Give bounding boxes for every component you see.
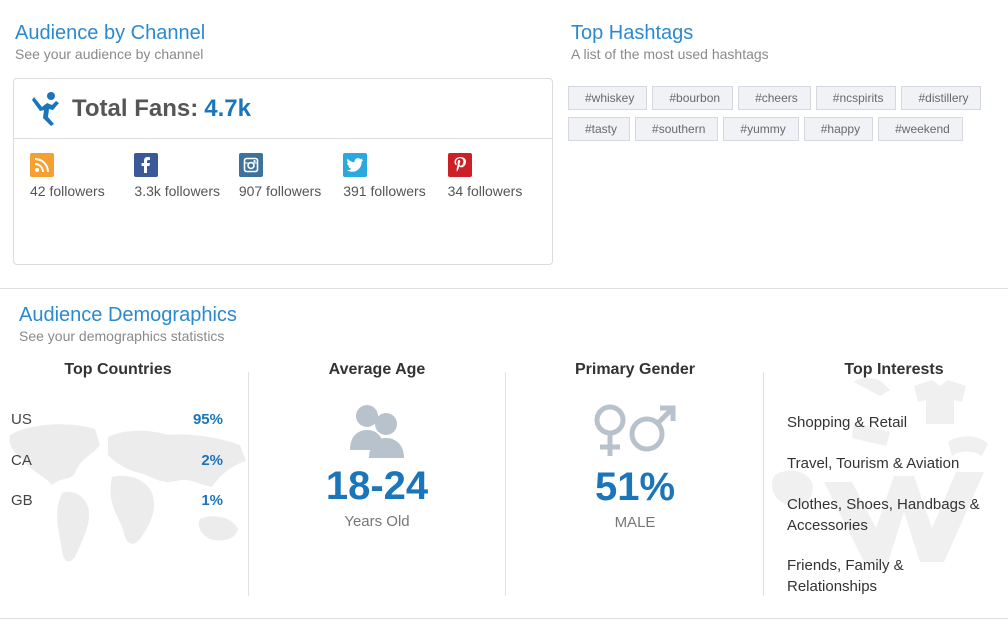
network-twitter[interactable]: 391 followers [343, 153, 447, 199]
country-row: US 95% [11, 411, 223, 428]
rss-icon [30, 153, 54, 177]
instagram-follower-count: 907 followers [238, 183, 322, 199]
hashtag-chip[interactable]: #southern [635, 117, 719, 141]
country-name: US [11, 411, 32, 428]
people-icon [350, 405, 404, 458]
primary-gender-heading: Primary Gender [574, 361, 696, 378]
column-divider [248, 372, 249, 596]
twitter-icon [343, 153, 368, 177]
rss-follower-count: 42 followers [30, 183, 105, 199]
audience-demographics-title: Audience Demographics [19, 304, 237, 326]
interest-item: Travel, Tourism & Aviation [787, 455, 960, 472]
network-rss[interactable]: 42 followers [30, 153, 134, 199]
total-fans-label: Total Fans: [72, 94, 199, 122]
average-age-unit: Years Old [344, 513, 410, 530]
top-hashtags-header: Top Hashtags A list of the most used has… [571, 22, 991, 62]
audience-by-channel-subtitle: See your audience by channel [15, 46, 204, 62]
column-divider [505, 372, 506, 596]
hashtag-chip[interactable]: #weekend [878, 117, 963, 141]
hashtag-chip[interactable]: #cheers [738, 86, 811, 110]
column-divider [763, 372, 764, 596]
twitter-follower-count: 391 followers [343, 183, 426, 199]
network-facebook[interactable]: 3.3k followers [134, 153, 238, 199]
country-name: GB [11, 492, 33, 509]
hashtag-chip[interactable]: #ncspirits [815, 86, 897, 110]
world-map-icon [9, 424, 246, 562]
instagram-icon [238, 153, 263, 177]
network-instagram[interactable]: 907 followers [238, 153, 343, 199]
country-share: 2% [201, 452, 223, 469]
facebook-follower-count: 3.3k followers [134, 183, 220, 199]
top-hashtags-title: Top Hashtags [571, 22, 694, 44]
top-hashtags-subtitle: A list of the most used hashtags [571, 46, 769, 62]
country-name: CA [11, 452, 32, 469]
primary-gender-unit: MALE [614, 514, 656, 531]
hashtag-chip[interactable]: #distillery [901, 86, 982, 110]
country-row: GB 1% [11, 492, 223, 509]
interest-item: Shopping & Retail [787, 414, 908, 431]
top-countries-panel: US 95% CA 2% GB 1% [0, 395, 248, 595]
country-share: 95% [192, 411, 223, 428]
average-age-heading: Average Age [328, 361, 426, 378]
jumping-person-icon [32, 91, 59, 126]
top-interests-heading: Top Interests [844, 361, 944, 378]
hashtag-chip[interactable]: #happy [803, 117, 874, 141]
pinterest-follower-count: 34 followers [447, 183, 523, 199]
interests-background-icon [771, 377, 988, 562]
primary-gender-value: 51% [594, 465, 676, 509]
top-countries-heading: Top Countries [64, 361, 172, 378]
total-fans-row: Total Fans: 4.7k [14, 79, 552, 139]
hashtag-chip[interactable]: #bourbon [652, 86, 734, 110]
audience-demographics-header: Audience Demographics See your demograph… [19, 304, 419, 344]
audience-by-channel-header: Audience by Channel See your audience by… [15, 22, 555, 62]
network-pinterest[interactable]: 34 followers [447, 153, 552, 199]
facebook-icon [134, 153, 159, 177]
country-row: CA 2% [11, 452, 223, 469]
channel-card: Total Fans: 4.7k 42 followers 3.3k follo… [13, 78, 553, 265]
hashtag-chip[interactable]: #yummy [723, 117, 799, 141]
audience-by-channel-title: Audience by Channel [15, 22, 206, 44]
section-divider [0, 618, 1008, 619]
audience-demographics-subtitle: See your demographics statistics [19, 328, 225, 344]
total-fans-value: 4.7k [204, 94, 251, 122]
average-age-value: 18-24 [325, 464, 429, 508]
hashtag-chip[interactable]: #tasty [568, 117, 631, 141]
interest-item: Friends, Family & Relationships [787, 557, 904, 595]
section-divider [0, 288, 1008, 289]
interest-item: Clothes, Shoes, Handbags & Accessories [787, 496, 980, 534]
gender-symbols-icon [594, 404, 676, 456]
pinterest-icon [447, 153, 472, 177]
network-list: 42 followers 3.3k followers 907 follower… [14, 139, 552, 199]
country-share: 1% [201, 492, 223, 509]
hashtag-list: #whiskey #bourbon #cheers #ncspirits #di… [568, 86, 988, 141]
hashtag-chip[interactable]: #whiskey [568, 86, 648, 110]
